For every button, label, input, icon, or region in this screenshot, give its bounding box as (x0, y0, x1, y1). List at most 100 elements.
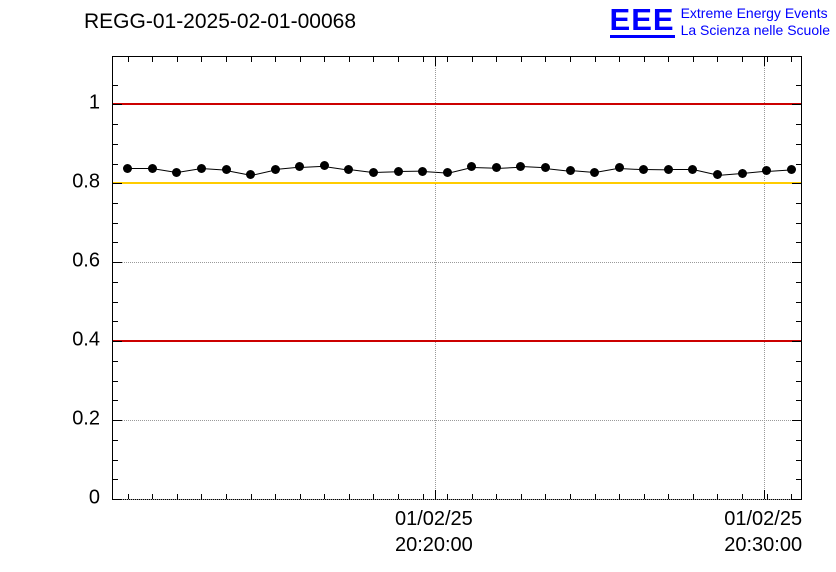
y-axis-tick-label: 0.6 (72, 249, 100, 272)
x-axis-minor-tick (275, 57, 277, 62)
x-axis-minor-tick (422, 57, 424, 62)
y-axis-minor-tick (113, 124, 118, 126)
y-axis-minor-tick (113, 281, 118, 283)
y-axis-minor-tick (796, 281, 801, 283)
y-axis-minor-tick (796, 222, 801, 224)
x-axis-minor-tick (766, 57, 768, 62)
x-axis-minor-tick (152, 494, 154, 499)
y-axis-tick (113, 183, 122, 185)
x-axis-minor-tick (127, 57, 129, 62)
y-axis-minor-tick (796, 163, 801, 165)
data-point (319, 161, 329, 171)
y-axis-minor-tick (113, 203, 118, 205)
data-point (491, 163, 501, 172)
x-axis-tick-label: 01/02/25 (724, 508, 803, 530)
x-axis-minor-tick (275, 494, 277, 499)
data-point (516, 161, 526, 171)
data-point (762, 166, 772, 176)
data-point (172, 167, 182, 177)
x-axis-minor-tick (324, 494, 326, 499)
x-axis-minor-tick (422, 494, 424, 499)
x-axis-tick-label: 01/02/25 (394, 508, 473, 530)
y-axis-minor-tick (113, 301, 118, 303)
x-axis-tick (764, 57, 766, 66)
y-axis-minor-tick (796, 84, 801, 86)
y-axis-minor-tick (113, 242, 118, 244)
x-axis-minor-tick (742, 57, 744, 62)
y-axis-minor-tick (796, 459, 801, 461)
x-axis-tick-label: 20:30:00 (724, 534, 803, 556)
x-axis-minor-tick (348, 494, 350, 499)
y-axis-minor-tick (113, 163, 118, 165)
x-axis-minor-tick (373, 57, 375, 62)
y-axis-tick (113, 104, 122, 106)
y-axis-tick (113, 262, 122, 264)
x-axis-minor-tick (668, 57, 670, 62)
data-point (786, 164, 796, 174)
y-axis-minor-tick (796, 479, 801, 481)
x-axis-minor-tick (791, 57, 793, 62)
x-axis-minor-tick (398, 57, 400, 62)
x-axis-minor-tick (348, 57, 350, 62)
y-axis-minor-tick (796, 439, 801, 441)
data-point (123, 163, 133, 173)
eee-logo-underline (609, 35, 675, 38)
series-connector (668, 169, 693, 171)
reference-line (113, 340, 801, 343)
y-axis-minor-tick (796, 301, 801, 303)
x-axis-minor-tick (373, 494, 375, 499)
x-axis-minor-tick (717, 57, 719, 62)
x-axis-minor-tick (299, 494, 301, 499)
plot-area (112, 56, 802, 500)
reference-line (113, 103, 801, 106)
x-axis-minor-tick (250, 57, 252, 62)
x-axis-minor-tick (226, 57, 228, 62)
y-axis-tick-label: 0.4 (72, 328, 100, 351)
data-point (663, 164, 673, 174)
data-point (270, 164, 280, 174)
data-point (221, 165, 231, 175)
x-axis-minor-tick (619, 57, 621, 62)
grid-line-vertical (434, 57, 436, 499)
y-axis-minor-tick (113, 380, 118, 382)
x-axis-minor-tick (692, 57, 694, 62)
x-axis-minor-tick (299, 57, 301, 62)
y-axis-tick (792, 499, 801, 500)
grid-line-horizontal (113, 499, 801, 500)
data-point (688, 164, 698, 174)
data-point (147, 163, 157, 173)
page-title: REGG-01-2025-02-01-00068 (84, 10, 356, 33)
data-point (590, 167, 600, 177)
x-axis-minor-tick (496, 494, 498, 499)
y-axis-minor-tick (796, 242, 801, 244)
x-axis-minor-tick (594, 494, 596, 499)
eee-logo-mark: EEE (609, 4, 675, 38)
y-axis-minor-tick (113, 143, 118, 145)
data-point (295, 162, 305, 172)
y-axis-minor-tick (113, 479, 118, 481)
y-axis-tick (113, 420, 122, 422)
y-axis-minor-tick (113, 360, 118, 362)
data-point (565, 165, 575, 175)
x-axis-minor-tick (471, 57, 473, 62)
x-axis-minor-tick (447, 57, 449, 62)
x-axis-tick (764, 490, 766, 499)
x-axis-minor-tick (742, 494, 744, 499)
x-axis-minor-tick (250, 494, 252, 499)
x-axis-minor-tick (692, 494, 694, 499)
reference-line (113, 182, 801, 185)
y-axis-title: fraction of events with X2 < 10.0 (0, 0, 1, 278)
y-axis-minor-tick (113, 321, 118, 323)
data-point (442, 168, 452, 178)
x-axis-minor-tick (643, 494, 645, 499)
data-point (368, 167, 378, 177)
y-axis-tick (113, 499, 122, 500)
data-point (712, 170, 722, 180)
x-axis-minor-tick (201, 57, 203, 62)
y-axis-minor-tick (113, 439, 118, 441)
x-axis-minor-tick (201, 494, 203, 499)
y-axis-tick (792, 341, 801, 343)
x-axis-minor-tick (471, 494, 473, 499)
x-axis-tick (434, 57, 436, 66)
x-axis-minor-tick (570, 57, 572, 62)
